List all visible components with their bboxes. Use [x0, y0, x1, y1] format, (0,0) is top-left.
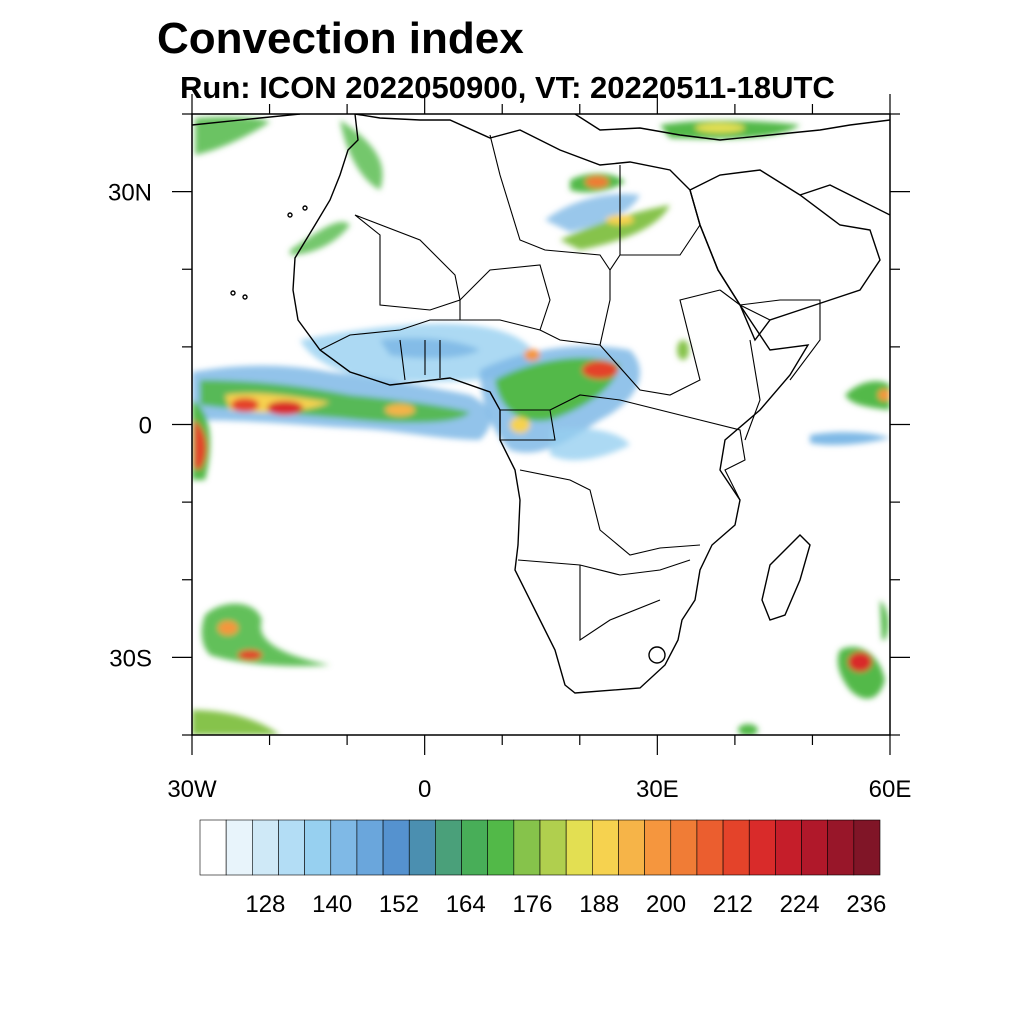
- colorbar-swatch: [539, 819, 567, 876]
- colorbar-swatch: [461, 819, 488, 876]
- colorbar-swatch: [748, 819, 776, 876]
- lon-tick-label: 0: [418, 776, 431, 803]
- lon-tick-label: 60E: [869, 776, 912, 803]
- colorbar-label: 236: [846, 891, 886, 918]
- colorbar: 128 140 152 164 176 188 200 212 224 236: [199, 819, 886, 918]
- colorbar-swatch: [435, 819, 462, 876]
- lon-tick-label: 30W: [167, 776, 217, 803]
- colorbar-swatch: [252, 819, 279, 876]
- colorbar-swatch: [592, 819, 619, 876]
- colorbar-swatch: [225, 819, 253, 876]
- colorbar-label: 140: [312, 891, 352, 918]
- colorbar-swatch: [827, 819, 855, 876]
- chart-title: Convection index: [157, 14, 524, 63]
- colorbar-label: 212: [713, 891, 753, 918]
- colorbar-swatch: [356, 819, 384, 876]
- lat-tick-label: 30N: [108, 180, 152, 207]
- colorbar-swatch: [644, 819, 672, 876]
- colorbar-label: 164: [446, 891, 486, 918]
- colorbar-swatch: [487, 819, 515, 876]
- lat-tick-label: 0: [139, 413, 152, 440]
- colorbar-label: 128: [245, 891, 285, 918]
- colorbar-swatch: [696, 819, 724, 876]
- colorbar-label: 224: [780, 891, 820, 918]
- colorbar-swatch: [382, 819, 410, 876]
- plot-frame: 30W 0 30E 60E 30N 0 30S: [108, 94, 911, 803]
- colorbar-swatch: [853, 819, 881, 876]
- colorbar-swatch: [199, 819, 227, 876]
- colorbar-swatch: [304, 819, 332, 876]
- country-borders: [319, 134, 821, 642]
- lon-tick-label: 30E: [636, 776, 679, 803]
- colorbar-swatch: [278, 819, 305, 876]
- colorbar-label: 176: [512, 891, 552, 918]
- colorbar-swatch: [408, 819, 436, 876]
- colorbar-swatch: [775, 819, 802, 876]
- coastlines: [192, 114, 890, 694]
- convection-field: [192, 116, 890, 735]
- chart-subtitle: Run: ICON 2022050900, VT: 20220511-18UTC: [180, 70, 835, 105]
- colorbar-label: 188: [579, 891, 619, 918]
- colorbar-swatch: [670, 819, 698, 876]
- lat-tick-label: 30S: [109, 645, 152, 672]
- colorbar-label: 200: [646, 891, 686, 918]
- colorbar-swatch: [618, 819, 645, 876]
- colorbar-swatch: [801, 819, 828, 876]
- colorbar-label: 152: [379, 891, 419, 918]
- colorbar-swatch: [565, 819, 593, 876]
- colorbar-swatch: [513, 819, 541, 876]
- colorbar-swatch: [330, 819, 358, 876]
- colorbar-swatch: [722, 819, 750, 876]
